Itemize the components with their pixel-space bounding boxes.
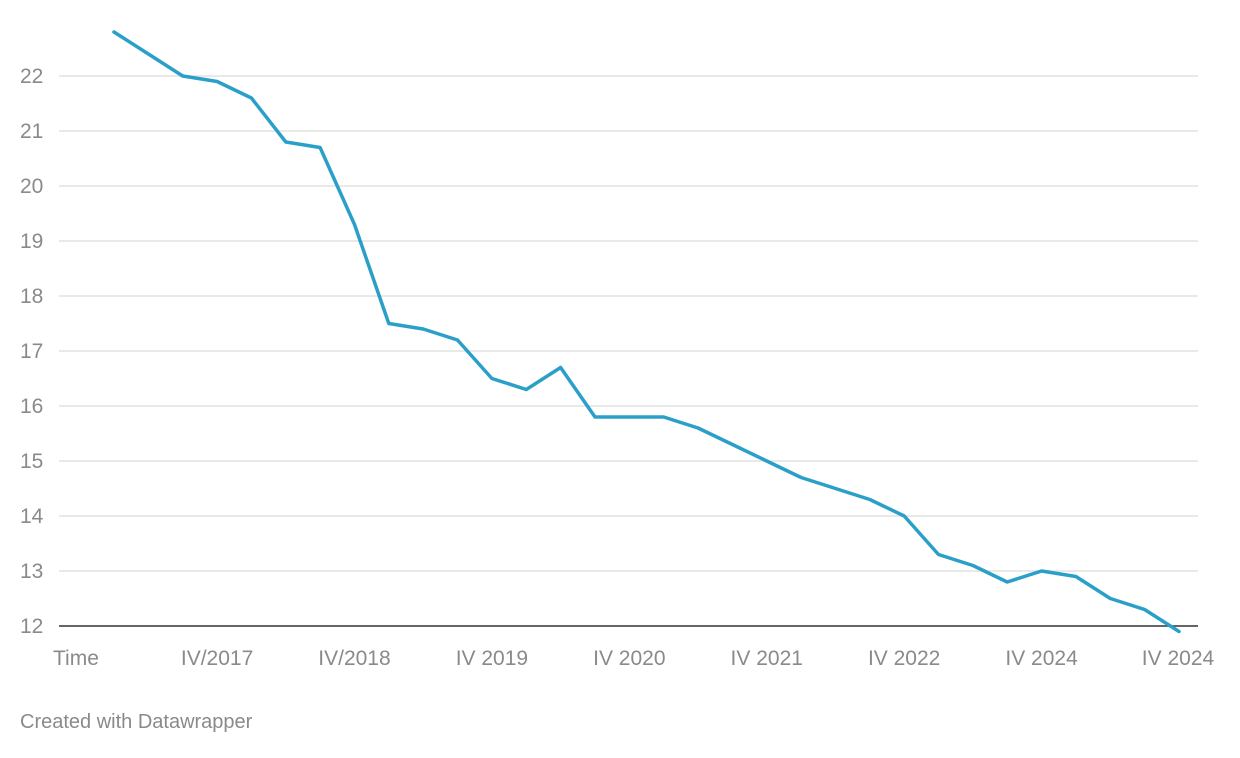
- datawrapper-credit: Created with Datawrapper: [20, 711, 253, 733]
- x-tick-label: IV/2017: [181, 647, 253, 670]
- y-tick-label: 16: [20, 395, 43, 418]
- y-tick-label: 21: [20, 120, 43, 143]
- x-tick-label: IV 2019: [456, 647, 528, 670]
- x-tick-label: IV 2022: [868, 647, 940, 670]
- x-tick-label: IV 2020: [593, 647, 665, 670]
- y-tick-label: 18: [20, 285, 43, 308]
- x-tick-label: Time: [53, 647, 99, 670]
- series-line: [112, 30, 1181, 634]
- series-lines: [112, 30, 1181, 634]
- y-tick-label: 15: [20, 450, 43, 473]
- x-tick-label: IV 2024: [1005, 647, 1078, 670]
- x-tick-label: IV 2024: [1142, 647, 1215, 670]
- gridlines: [59, 75, 1198, 627]
- x-tick-label: IV/2018: [318, 647, 390, 670]
- y-tick-label: 20: [20, 175, 43, 198]
- x-tick-label: IV 2021: [731, 647, 803, 670]
- y-tick-label: 19: [20, 230, 43, 253]
- x-axis-tick-labels: Time IV/2017 IV/2018 IV 2019 IV 2020 IV 2021 I…: [53, 647, 1215, 670]
- y-tick-label: 12: [20, 615, 43, 638]
- y-axis-tick-labels: 12 13 14 15 16 17 18 19 20 21 22: [20, 65, 44, 638]
- line-chart: 12 13 14 15 16 17 18 19 20 21 22 Time IV/2017 IV/201…: [20, 30, 1215, 670]
- y-tick-label: 13: [20, 560, 43, 583]
- y-tick-label: 14: [20, 505, 44, 528]
- y-tick-label: 22: [20, 65, 43, 88]
- y-tick-label: 17: [20, 340, 43, 363]
